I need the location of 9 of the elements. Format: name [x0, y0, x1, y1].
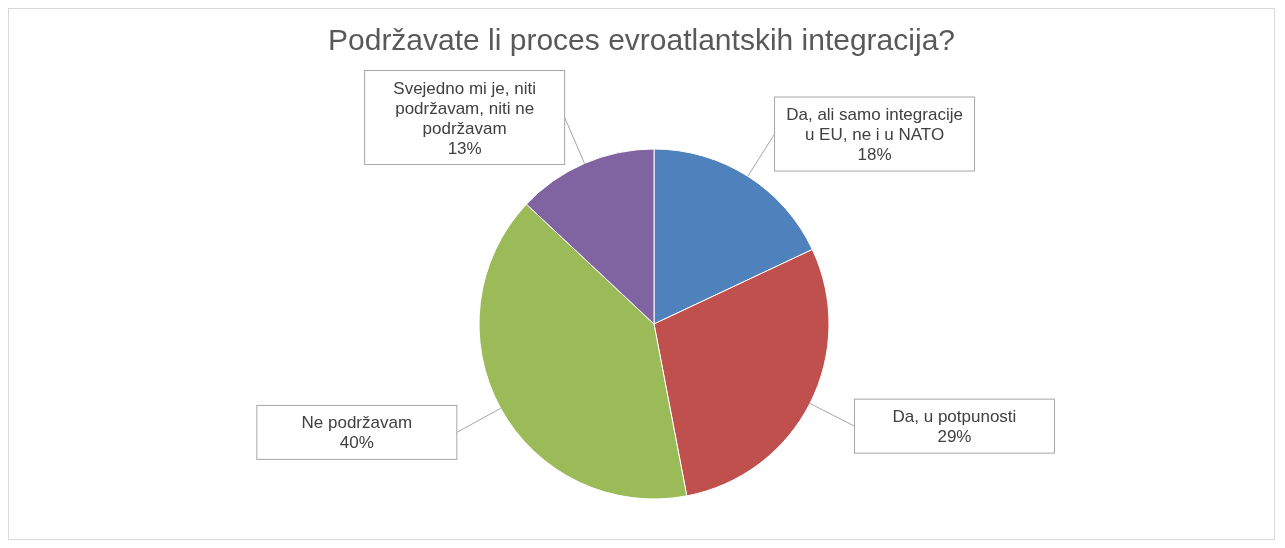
data-label: 13%	[447, 138, 482, 158]
data-label: 18%	[857, 145, 892, 165]
slice-label: Da, u potpunosti	[892, 407, 1017, 427]
data-label: 40%	[339, 433, 374, 453]
data-label: 29%	[937, 427, 972, 447]
slice-label: Da, ali samo integracije u EU, ne i u NATO	[786, 105, 963, 145]
slice-label: Svejedno mi je, niti podržavam, niti ne podržavam	[393, 78, 536, 138]
chart-title: Podržavate li proces evroatlantskih integracija?	[327, 23, 956, 57]
slice-label: Ne podržavam	[301, 413, 413, 433]
